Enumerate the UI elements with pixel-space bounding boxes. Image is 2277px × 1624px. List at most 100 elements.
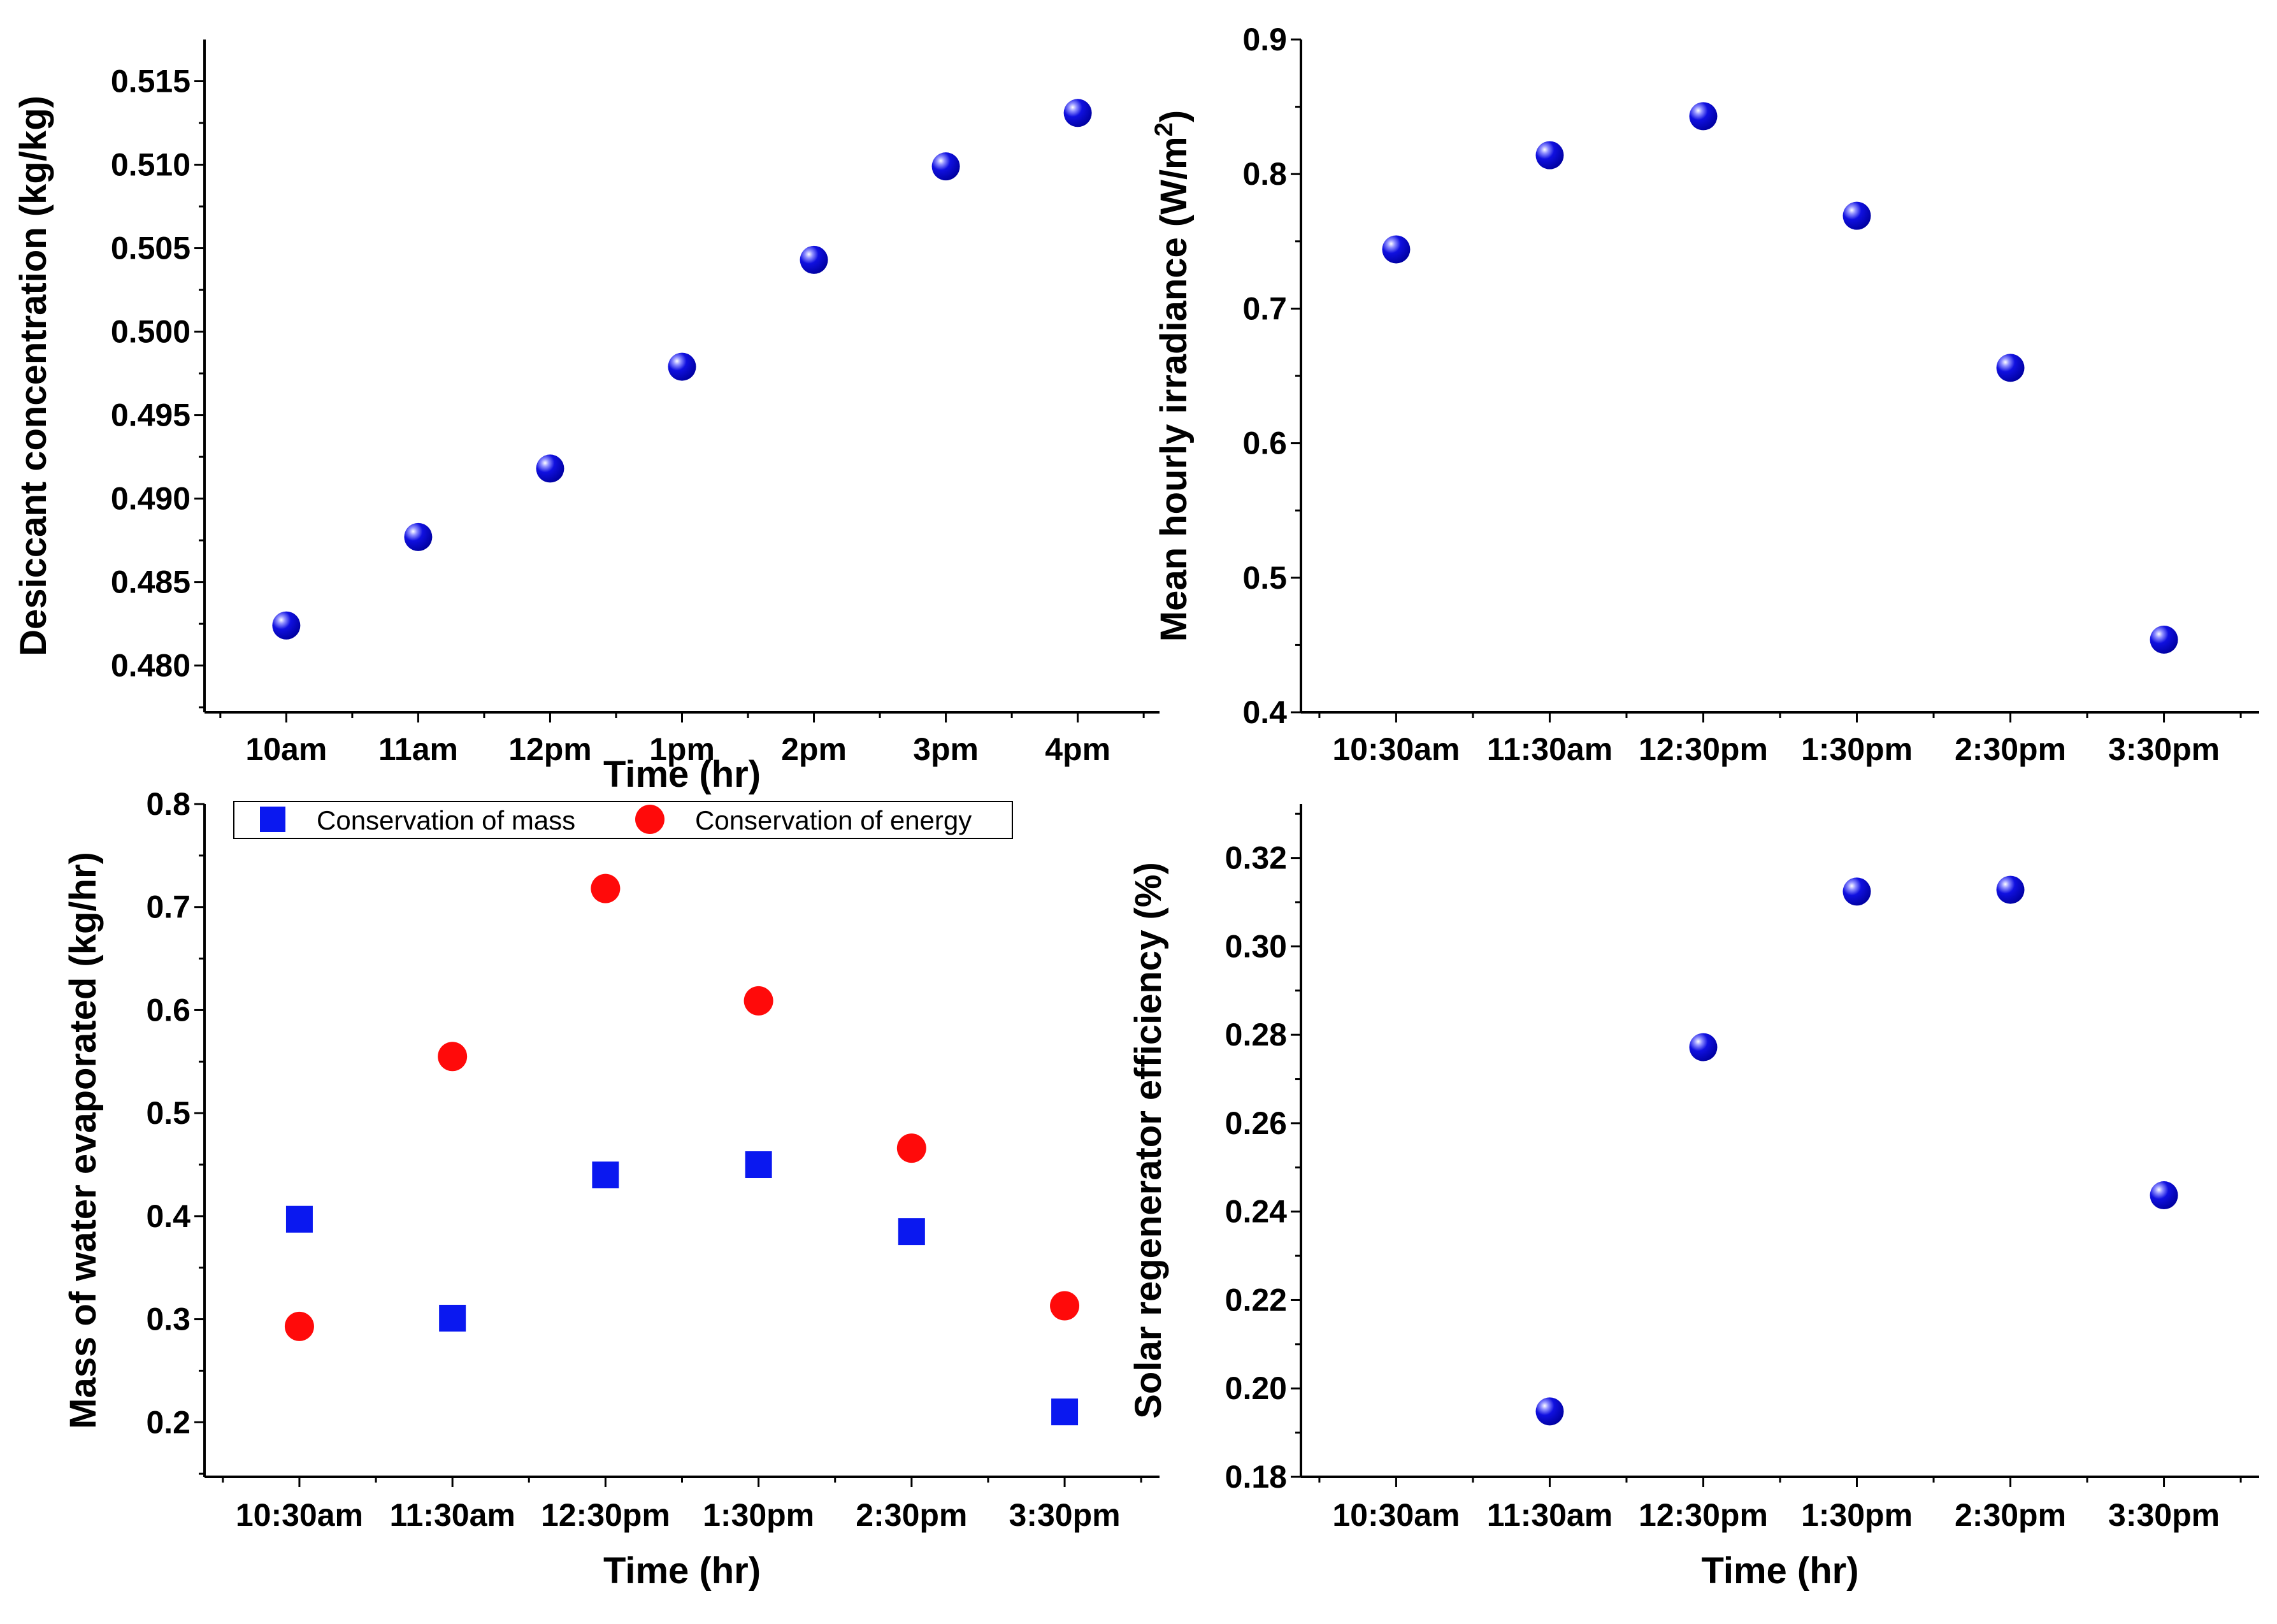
y-tick-label: 0.9: [1242, 22, 1287, 57]
data-point-energy: [1050, 1291, 1080, 1321]
data-point: [1996, 354, 2025, 382]
y-tick-label: 0.495: [111, 398, 190, 433]
x-tick-label: 12:30pm: [1639, 731, 1768, 767]
x-tick-label: 12:30pm: [1639, 1497, 1768, 1533]
y-tick-label: 0.32: [1225, 840, 1287, 876]
x-tick-label: 10:30am: [1332, 1497, 1460, 1533]
data-point-mass: [592, 1161, 619, 1189]
data-point-mass: [1051, 1398, 1079, 1426]
data-point: [536, 454, 564, 483]
y-tick-label: 0.22: [1225, 1282, 1287, 1318]
y-axis-title: Mean hourly irradiance (W/m2): [1150, 110, 1195, 642]
y-axis-title-main: Mean hourly irradiance (W/m: [1153, 136, 1195, 642]
x-tick-label: 1:30pm: [1801, 1497, 1913, 1533]
legend-marker-mass: [260, 807, 285, 832]
chart-desiccant-concentration: 0.480 0.485 0.490 0.495 0.500 0.505 0.510 0.515…: [13, 40, 1160, 795]
x-tick-label: 1pm: [649, 731, 715, 767]
y-tick-label: 0.24: [1225, 1194, 1288, 1230]
y-tick-label: 0.28: [1225, 1017, 1287, 1053]
data-point-mass: [439, 1304, 466, 1332]
y-axis-title: Desiccant concentration (kg/kg): [13, 96, 54, 656]
data-point: [800, 245, 828, 274]
y-tick-label: 0.7: [1242, 291, 1287, 326]
y-tick-label: 0.500: [111, 314, 190, 350]
data-point-energy: [743, 986, 773, 1016]
data-point: [1689, 102, 1718, 131]
legend-label-energy: Conservation of energy: [695, 805, 972, 835]
data-point: [668, 352, 696, 381]
y-tick-label: 0.485: [111, 564, 190, 600]
y-tick-label: 0.8: [1242, 156, 1287, 192]
x-axis-title: Time (hr): [1701, 1550, 1858, 1592]
y-tick-label: 0.7: [146, 889, 190, 925]
x-tick-label: 2:30pm: [1955, 1497, 2066, 1533]
x-axis-title: Time (hr): [603, 1550, 761, 1592]
x-tick-label: 2pm: [781, 731, 847, 767]
y-axis-title-end: ): [1153, 110, 1195, 122]
data-point: [1382, 235, 1411, 264]
y-tick-label: 0.18: [1225, 1459, 1287, 1495]
data-point: [1535, 141, 1564, 169]
data-point: [1689, 1033, 1718, 1061]
x-tick-label: 3:30pm: [1009, 1497, 1121, 1533]
data-point-mass: [745, 1151, 772, 1179]
y-tick-label: 0.3: [146, 1302, 190, 1337]
data-point: [1063, 99, 1092, 127]
chart-mean-hourly-irradiance: 0.4 0.5 0.6 0.7 0.8 0.9 10:30am 11:30am 12:30pm 1…: [1150, 22, 2259, 767]
legend-label-mass: Conservation of mass: [317, 805, 575, 835]
data-point: [931, 152, 960, 181]
legend-marker-energy: [635, 805, 664, 834]
data-point: [1842, 877, 1871, 906]
data-point: [2150, 625, 2178, 654]
x-tick-label: 2:30pm: [1955, 731, 2066, 767]
y-tick-label: 0.5: [1242, 560, 1287, 596]
y-tick-label: 0.510: [111, 147, 190, 183]
y-axis-title-superscript: 2: [1150, 122, 1178, 136]
x-tick-label: 10:30am: [236, 1497, 363, 1533]
x-tick-label: 1:30pm: [703, 1497, 814, 1533]
y-tick-label: 0.8: [146, 786, 190, 822]
legend-box: [233, 801, 1013, 839]
x-tick-label: 11:30am: [1487, 1497, 1613, 1533]
x-tick-label: 3:30pm: [2108, 1497, 2220, 1533]
y-tick-label: 0.505: [111, 231, 190, 266]
y-tick-label: 0.4: [146, 1198, 190, 1234]
data-point: [1996, 875, 2025, 904]
y-tick-label: 0.490: [111, 481, 190, 517]
data-point-energy: [591, 873, 621, 903]
data-point: [272, 611, 301, 640]
x-axis-title: Time (hr): [603, 754, 761, 795]
x-tick-label: 10:30am: [1332, 731, 1460, 767]
legend: Conservation of mass Conservation of ener…: [233, 801, 1013, 839]
y-tick-label: 0.515: [111, 64, 190, 99]
y-tick-label: 0.20: [1225, 1370, 1287, 1406]
y-tick-label: 0.5: [146, 1095, 190, 1131]
x-tick-label: 12:30pm: [541, 1497, 670, 1533]
chart-mass-of-water-evaporated: 0.2 0.3 0.4 0.5 0.6 0.7 0.8 10:30am 11:30am 12:30…: [62, 786, 1160, 1592]
data-point: [2150, 1181, 2178, 1210]
data-point-energy: [284, 1311, 314, 1341]
x-tick-label: 12pm: [508, 731, 592, 767]
data-point: [1842, 201, 1871, 230]
data-point: [1535, 1397, 1564, 1426]
x-tick-label: 4pm: [1045, 731, 1110, 767]
data-point-energy: [896, 1133, 926, 1163]
data-point: [404, 522, 433, 551]
y-tick-label: 0.480: [111, 648, 190, 684]
y-tick-label: 0.6: [146, 992, 190, 1028]
chart-solar-regenerator-efficiency: 0.18 0.20 0.22 0.24 0.26 0.28 0.30 0.32 10:30am 1…: [1128, 804, 2259, 1592]
data-point-mass: [898, 1218, 925, 1246]
x-tick-label: 11:30am: [1487, 731, 1613, 767]
y-tick-label: 0.26: [1225, 1105, 1287, 1141]
y-tick-label: 0.4: [1242, 694, 1287, 730]
y-axis-title: Mass of water evaporated (kg/hr): [62, 852, 104, 1429]
x-tick-label: 2:30pm: [856, 1497, 967, 1533]
x-tick-label: 10am: [245, 731, 327, 767]
y-tick-label: 0.2: [146, 1404, 190, 1440]
x-tick-label: 3:30pm: [2108, 731, 2220, 767]
y-tick-label: 0.6: [1242, 426, 1287, 461]
y-axis-title: Solar regenerator efficiency (%): [1128, 862, 1169, 1419]
x-tick-label: 11:30am: [389, 1497, 515, 1533]
x-tick-label: 3pm: [913, 731, 979, 767]
